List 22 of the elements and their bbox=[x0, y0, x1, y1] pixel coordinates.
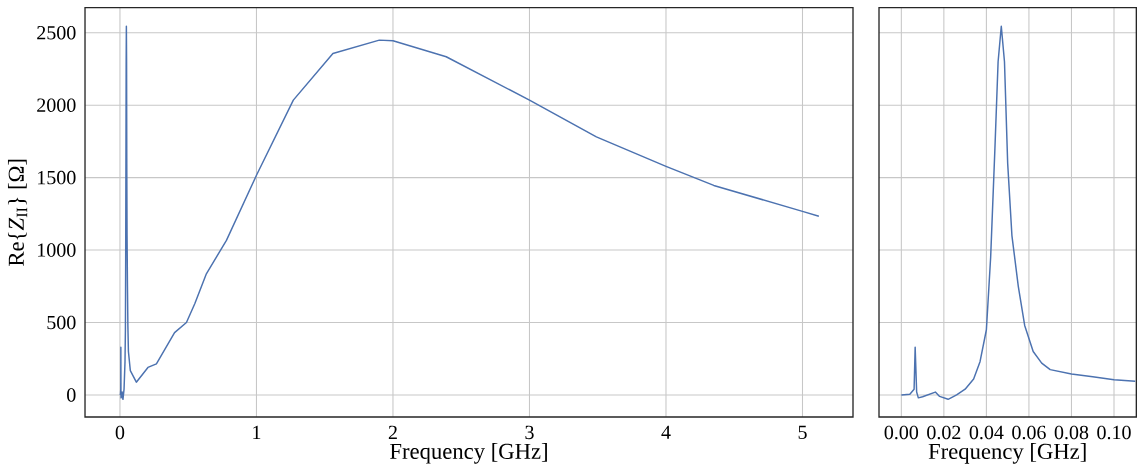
y-axis-title: Re{Z$_{II}$} [Ω] bbox=[7, 159, 28, 266]
x-tick-label: 0 bbox=[115, 425, 125, 440]
line-series bbox=[119, 25, 820, 401]
x-axis-title: Frequency [GHz] bbox=[390, 443, 547, 464]
x-tick-label: 0.04 bbox=[969, 425, 1004, 440]
y-tick-label: 1500 bbox=[38, 170, 76, 185]
x-tick-label: 4 bbox=[661, 425, 671, 439]
y-tick-label: 2500 bbox=[37, 25, 76, 40]
x-tick-label: 2 bbox=[388, 425, 397, 439]
x-tick-label: 0.08 bbox=[1054, 425, 1089, 440]
y-tick-label: 500 bbox=[47, 315, 76, 330]
y-tick-label: 0 bbox=[67, 388, 76, 402]
y-tick-label: 2000 bbox=[37, 98, 76, 112]
y-tick-label: 1000 bbox=[38, 243, 76, 257]
x-tick-label: 3 bbox=[525, 425, 534, 440]
x-tick-label: 0.06 bbox=[1012, 425, 1046, 440]
x-tick-label: 0.02 bbox=[927, 425, 961, 440]
x-tick-label: 0.10 bbox=[1097, 425, 1131, 440]
x-axis-title: Frequency [GHz] bbox=[928, 443, 1086, 464]
x-tick-label: 5 bbox=[798, 425, 807, 439]
x-tick-label: 1 bbox=[253, 425, 261, 439]
x-tick-label: 0.00 bbox=[884, 425, 919, 440]
